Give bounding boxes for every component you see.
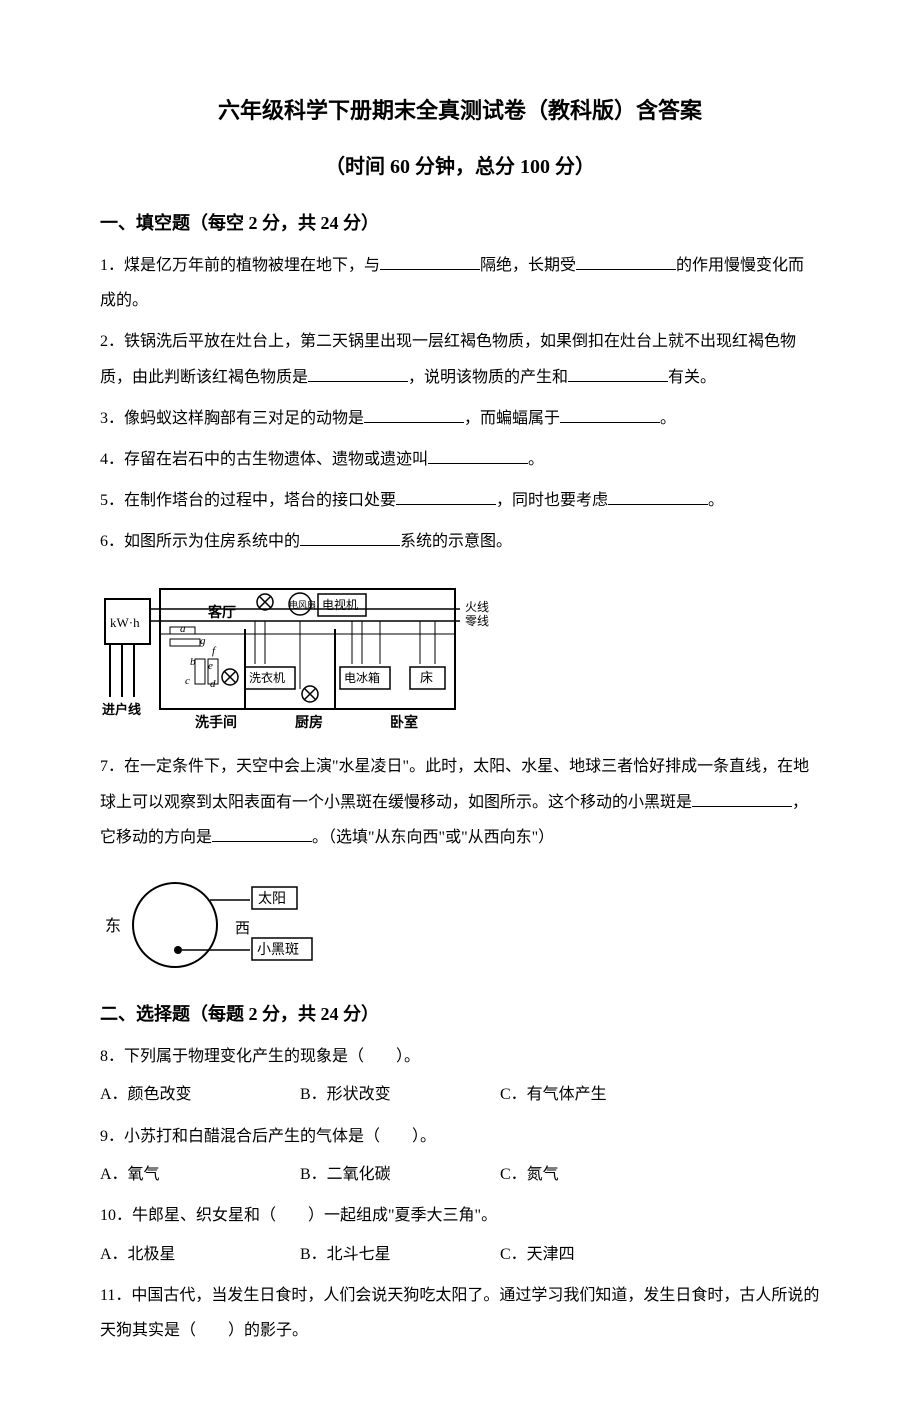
bathroom-label: 洗手间 [195,714,237,731]
question-8-options: A．颜色改变 B．形状改变 C．有气体产生 [100,1080,820,1110]
keting-label: 客厅 [207,604,236,621]
sun-diagram: 东 太阳 西 小黑斑 [100,865,820,985]
question-10-options: A．北极星 B．北斗七星 C．天津四 [100,1240,820,1270]
blank [692,791,792,807]
bed-label: 床 [420,670,433,685]
blackspot-label: 小黑斑 [257,942,299,958]
west-label: 西 [235,921,250,937]
label-g: g [200,635,206,647]
section1-header: 一、填空题（每空 2 分，共 24 分） [100,206,820,240]
question-9-options: A．氧气 B．二氧化碳 C．氮气 [100,1160,820,1190]
jinhu-label: 进户线 [102,702,141,717]
page-title: 六年级科学下册期末全真测试卷（教科版）含答案 [100,90,820,132]
question-5: 5．在制作塔台的过程中，塔台的接口处要 ，同时也要考虑 。 [100,483,820,518]
question-11: 11．中国古代，当发生日食时，人们会说天狗吃太阳了。通过学习我们知道，发生日食时… [100,1278,820,1348]
bedroom-label: 卧室 [390,714,418,731]
question-8: 8．下列属于物理变化产生的现象是（ ）。 [100,1039,820,1074]
label-c: c [185,675,190,687]
q5-text-1: 5．在制作塔台的过程中，塔台的接口处要 [100,492,396,509]
option-8b: B．形状改变 [300,1080,500,1110]
section2-header: 二、选择题（每题 2 分，共 24 分） [100,997,820,1031]
blank [568,366,668,382]
label-a: a [180,623,186,635]
q2-text-3: 有关。 [668,369,716,386]
q1-text-1: 1．煤是亿万年前的植物被埋在地下，与 [100,257,380,274]
blank [608,489,708,505]
option-9b: B．二氧化碳 [300,1160,500,1190]
option-9a: A．氧气 [100,1160,300,1190]
sun-label: 太阳 [258,891,286,907]
option-10a: A．北极星 [100,1240,300,1270]
q5-text-3: 。 [708,492,724,509]
washer-label: 洗衣机 [249,670,285,685]
q3-text-2: ，而蝙蝠属于 [464,410,560,427]
kitchen-label: 厨房 [295,714,323,731]
kwh-label: kW·h [110,615,140,630]
blank [308,366,408,382]
huoxian-label: 火线 [465,600,489,614]
fan-label: 电风扇 [289,599,316,610]
q1-text-2: 隔绝，长期受 [480,257,576,274]
q7-text-3: 。（选填"从东向西"或"从西向东"） [312,829,554,846]
question-1: 1．煤是亿万年前的植物被埋在地下，与隔绝，长期受的作用慢慢变化而成的。 [100,248,820,318]
blank [396,489,496,505]
blank [428,448,528,464]
option-8c: C．有气体产生 [500,1080,700,1110]
option-10b: B．北斗七星 [300,1240,500,1270]
page-subtitle: （时间 60 分钟，总分 100 分） [100,148,820,186]
question-9: 9．小苏打和白醋混合后产生的气体是（ ）。 [100,1119,820,1154]
lingxian-label: 零线 [465,614,489,628]
q5-text-2: ，同时也要考虑 [496,492,608,509]
tv-label: 电视机 [322,597,358,612]
blank [364,407,464,423]
question-10: 10．牛郎星、织女星和（ ）一起组成"夏季大三角"。 [100,1198,820,1233]
q3-text-1: 3．像蚂蚁这样胸部有三对足的动物是 [100,410,364,427]
east-label: 东 [105,917,121,935]
fridge-label: 电冰箱 [344,670,380,685]
label-f: f [212,645,217,657]
blank [300,530,400,546]
blank [212,826,312,842]
q4-text-1: 4．存留在岩石中的古生物遗体、遗物或遗迹叫 [100,451,428,468]
blank [560,407,660,423]
q4-text-2: 。 [528,451,544,468]
blank [380,254,480,270]
q2-text-2: ，说明该物质的产生和 [408,369,568,386]
circuit-diagram: kW·h 进户线 火线 零线 客厅 电风扇 电视机 a b c d e [100,569,820,739]
question-3: 3．像蚂蚁这样胸部有三对足的动物是 ，而蝙蝠属于 。 [100,401,820,436]
option-8a: A．颜色改变 [100,1080,300,1110]
question-6: 6．如图所示为住房系统中的 系统的示意图。 [100,524,820,559]
option-10c: C．天津四 [500,1240,700,1270]
q3-text-3: 。 [660,410,676,427]
question-2: 2．铁锅洗后平放在灶台上，第二天锅里出现一层红褐色物质，如果倒扣在灶台上就不出现… [100,324,820,394]
label-e: e [208,660,213,672]
q6-text-1: 6．如图所示为住房系统中的 [100,533,300,550]
blank [576,254,676,270]
q6-text-2: 系统的示意图。 [400,533,512,550]
question-7: 7．在一定条件下，天空中会上演"水星凌日"。此时，太阳、水星、地球三者恰好排成一… [100,749,820,855]
question-4: 4．存留在岩石中的古生物遗体、遗物或遗迹叫 。 [100,442,820,477]
option-9c: C．氮气 [500,1160,700,1190]
